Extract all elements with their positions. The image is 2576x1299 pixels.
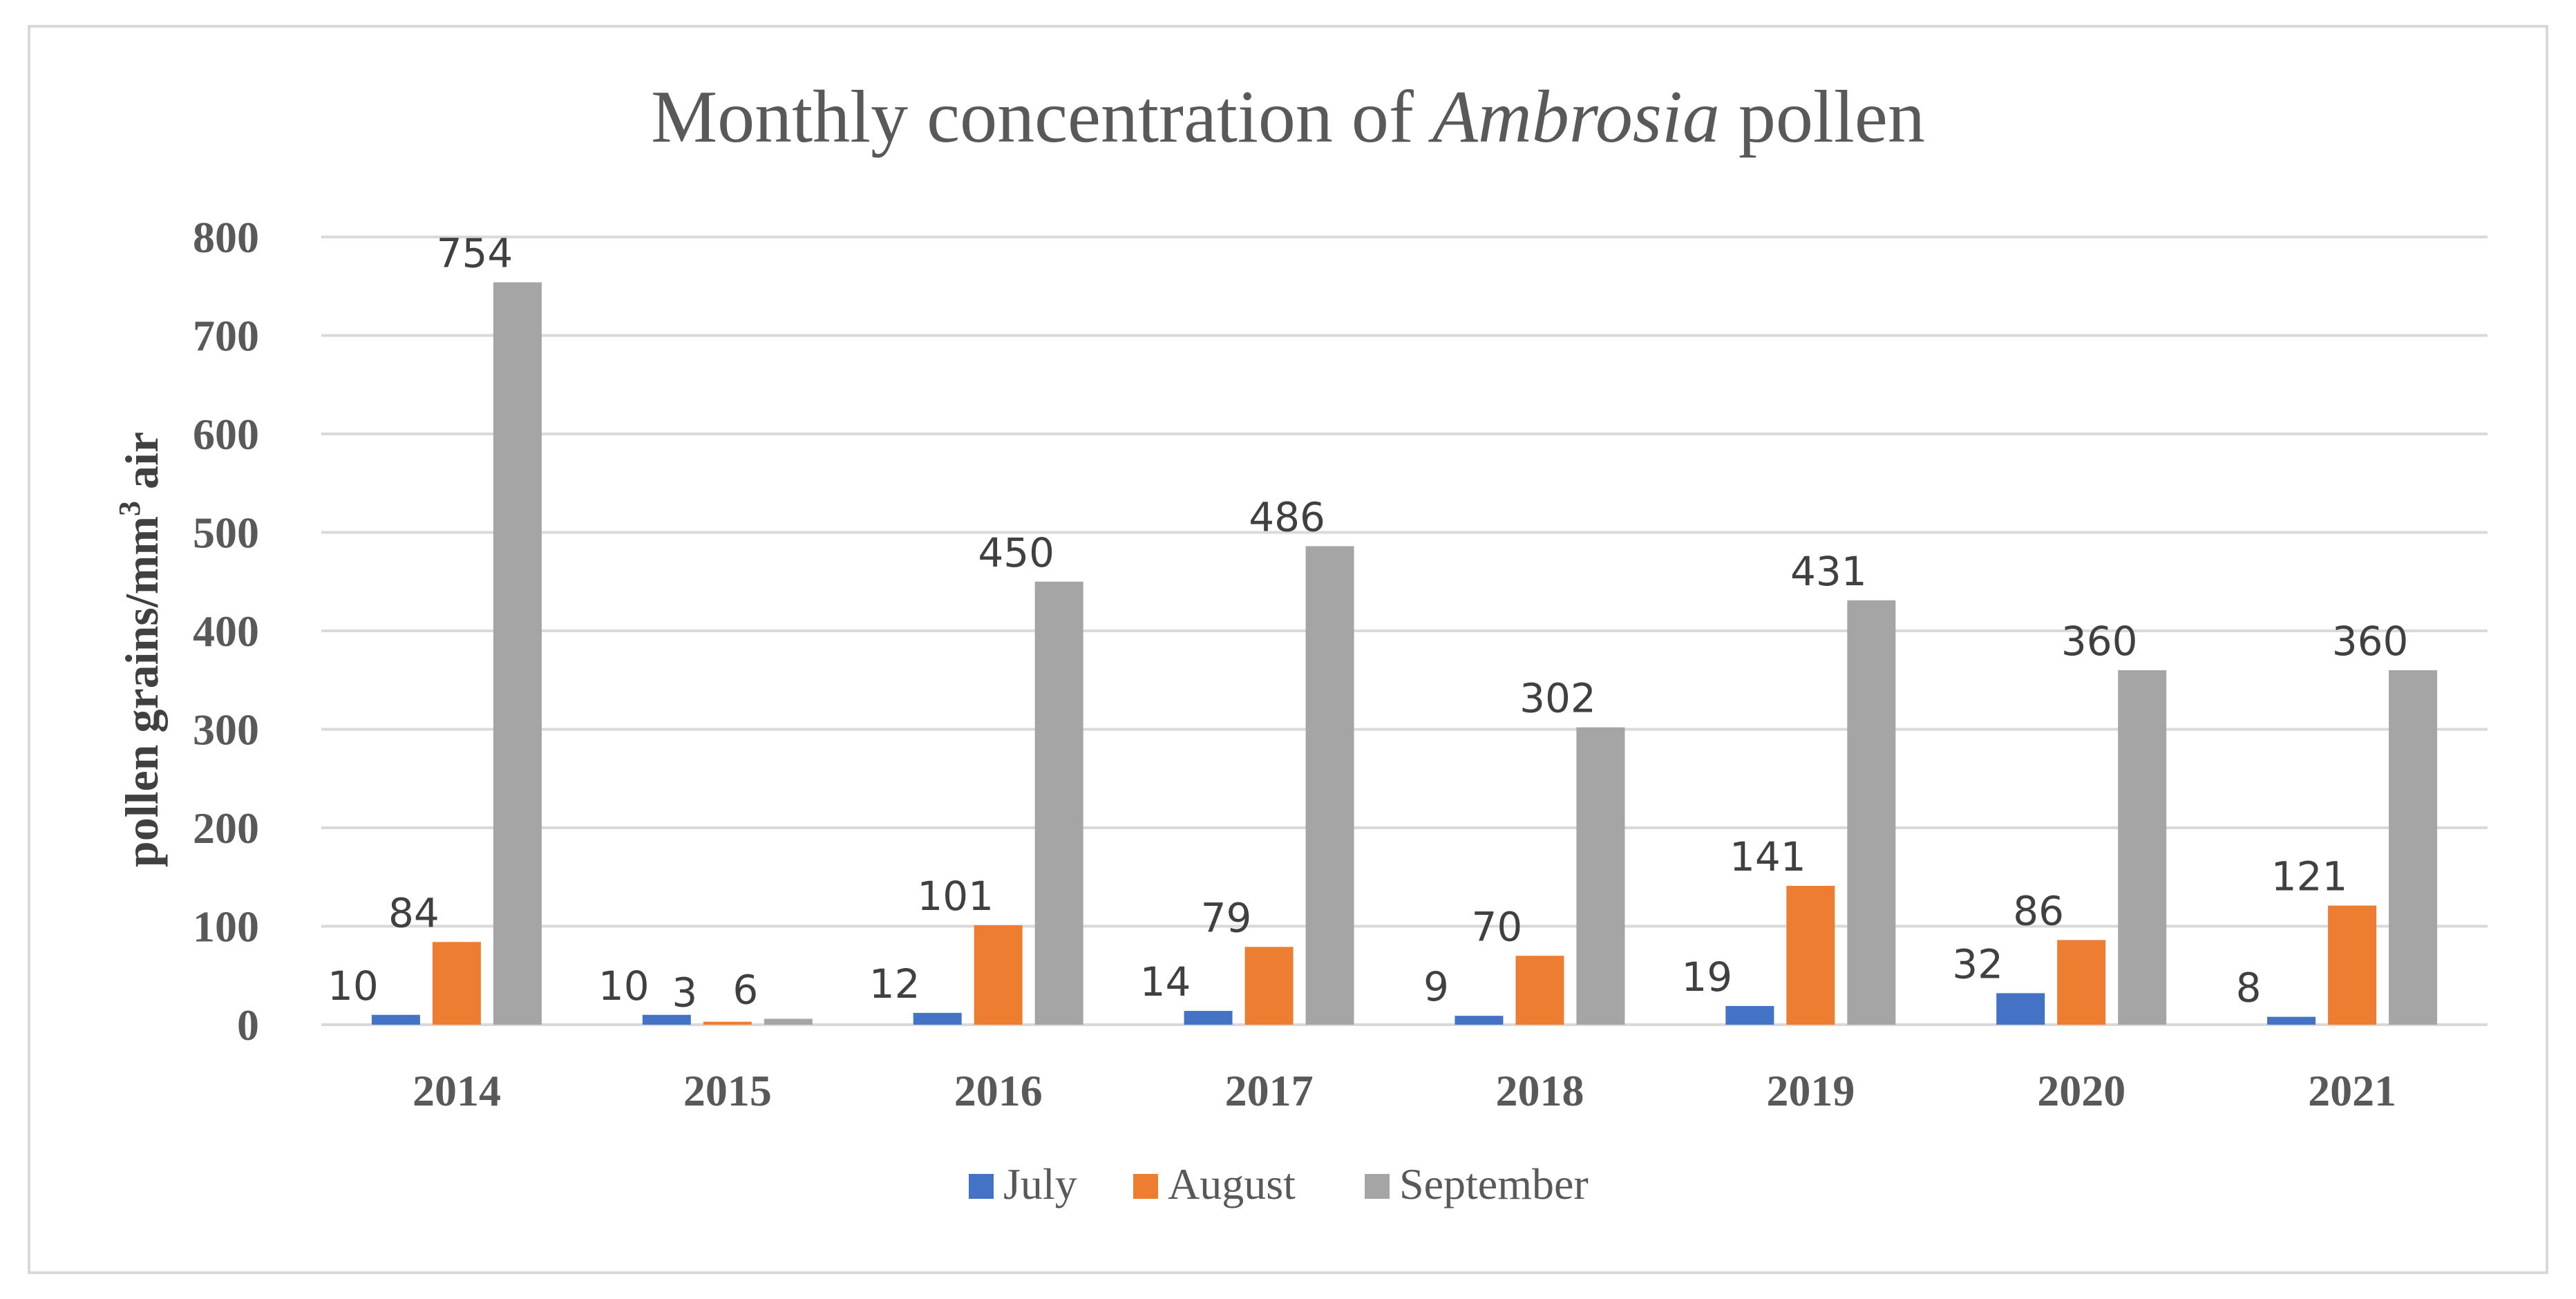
data-label-july-2014: 10 [328, 963, 379, 1009]
data-label-september-2016: 450 [978, 529, 1054, 576]
bar-july-2016 [913, 1012, 962, 1025]
y-axis-label-sup: 3 [113, 501, 146, 516]
data-label-july-2017: 14 [1140, 958, 1191, 1005]
y-axis-ticks: 0 100 200 300 400 500 600 700 800 [193, 213, 259, 1050]
bar-september-2021 [2389, 670, 2438, 1025]
bar-september-2018 [1576, 727, 1625, 1025]
data-label-august-2014: 84 [388, 889, 439, 936]
bar-july-2017 [1184, 1011, 1233, 1025]
chart-frame [28, 25, 2548, 1274]
x-tick-label-2014: 2014 [413, 1066, 501, 1115]
bar-august-2014 [432, 942, 481, 1025]
y-tick-label-800: 800 [193, 213, 259, 262]
bar-august-2018 [1515, 956, 1564, 1025]
data-label-july-2020: 32 [1952, 940, 2003, 987]
bar-september-2019 [1847, 600, 1896, 1025]
y-axis-label-end: air [115, 432, 168, 501]
bar-september-2014 [493, 282, 542, 1025]
data-label-july-2015: 10 [598, 963, 650, 1009]
bar-august-2020 [2057, 940, 2106, 1025]
x-tick-label-2016: 2016 [954, 1066, 1043, 1115]
bar-july-2018 [1455, 1016, 1504, 1025]
legend-label-august: August [1168, 1159, 1296, 1208]
bar-august-2017 [1244, 947, 1294, 1025]
bar-august-2019 [1786, 886, 1835, 1025]
data-label-august-2016: 101 [917, 873, 994, 920]
bar-july-2021 [2267, 1016, 2316, 1025]
y-axis-label: pollen grains/mm3 air [113, 432, 168, 867]
bar-july-2014 [371, 1014, 420, 1025]
chart-title-prefix: Monthly concentration of [651, 76, 1432, 158]
x-tick-label-2015: 2015 [683, 1066, 772, 1115]
legend: July August September [969, 1159, 1589, 1208]
legend-label-september: September [1399, 1159, 1589, 1208]
legend-swatch-august [1133, 1174, 1158, 1199]
y-tick-label-0: 0 [237, 1001, 259, 1050]
chart-title-suffix: pollen [1720, 76, 1925, 158]
data-label-september-2019: 431 [1790, 548, 1867, 595]
x-tick-label-2017: 2017 [1225, 1066, 1314, 1115]
bars [371, 282, 2438, 1025]
data-label-july-2018: 9 [1423, 963, 1449, 1010]
bar-september-2017 [1305, 546, 1354, 1025]
data-label-september-2020: 360 [2061, 618, 2138, 665]
x-tick-label-2020: 2020 [2037, 1066, 2125, 1115]
bar-september-2016 [1034, 581, 1083, 1025]
data-label-august-2020: 86 [2013, 887, 2064, 934]
data-label-july-2021: 8 [2236, 965, 2262, 1012]
y-tick-label-300: 300 [193, 705, 259, 755]
y-tick-label-100: 100 [193, 902, 259, 951]
data-label-july-2019: 19 [1681, 954, 1732, 1001]
data-label-july-2016: 12 [869, 960, 920, 1007]
y-tick-label-200: 200 [193, 804, 259, 853]
legend-swatch-july [969, 1174, 994, 1199]
data-label-september-2014: 754 [437, 230, 513, 277]
bar-august-2015 [703, 1021, 752, 1025]
y-tick-label-700: 700 [193, 312, 259, 361]
data-label-august-2021: 121 [2271, 853, 2348, 900]
y-tick-label-600: 600 [193, 410, 259, 459]
bar-july-2019 [1725, 1005, 1774, 1025]
chart-title-italic: Ambrosia [1428, 76, 1720, 158]
data-label-september-2018: 302 [1519, 675, 1596, 722]
y-axis-label-main: pollen grains/mm [115, 516, 168, 867]
bar-july-2015 [642, 1014, 691, 1025]
x-tick-label-2021: 2021 [2308, 1066, 2396, 1115]
bar-august-2016 [974, 925, 1023, 1025]
bar-august-2021 [2328, 905, 2377, 1025]
legend-swatch-september [1365, 1174, 1390, 1199]
x-tick-label-2018: 2018 [1495, 1066, 1584, 1115]
bar-september-2015 [764, 1018, 813, 1025]
data-label-september-2017: 486 [1249, 493, 1325, 540]
bar-july-2020 [1996, 993, 2045, 1025]
data-label-august-2015: 3 [672, 969, 697, 1016]
y-tick-label-400: 400 [193, 607, 259, 656]
data-label-september-2021: 360 [2332, 618, 2409, 665]
x-axis-ticks: 2014 2015 2016 2017 2018 2019 2020 2021 [413, 1066, 2396, 1115]
data-label-september-2015: 6 [732, 966, 758, 1013]
bar-september-2020 [2118, 670, 2167, 1025]
x-tick-label-2019: 2019 [1766, 1066, 1855, 1115]
y-tick-label-500: 500 [193, 509, 259, 558]
data-label-august-2017: 79 [1201, 894, 1252, 941]
data-label-august-2019: 141 [1730, 833, 1806, 880]
data-label-august-2018: 70 [1472, 903, 1523, 950]
legend-label-july: July [1003, 1159, 1077, 1208]
chart-title: Monthly concentration of Ambrosia pollen [651, 76, 1925, 158]
